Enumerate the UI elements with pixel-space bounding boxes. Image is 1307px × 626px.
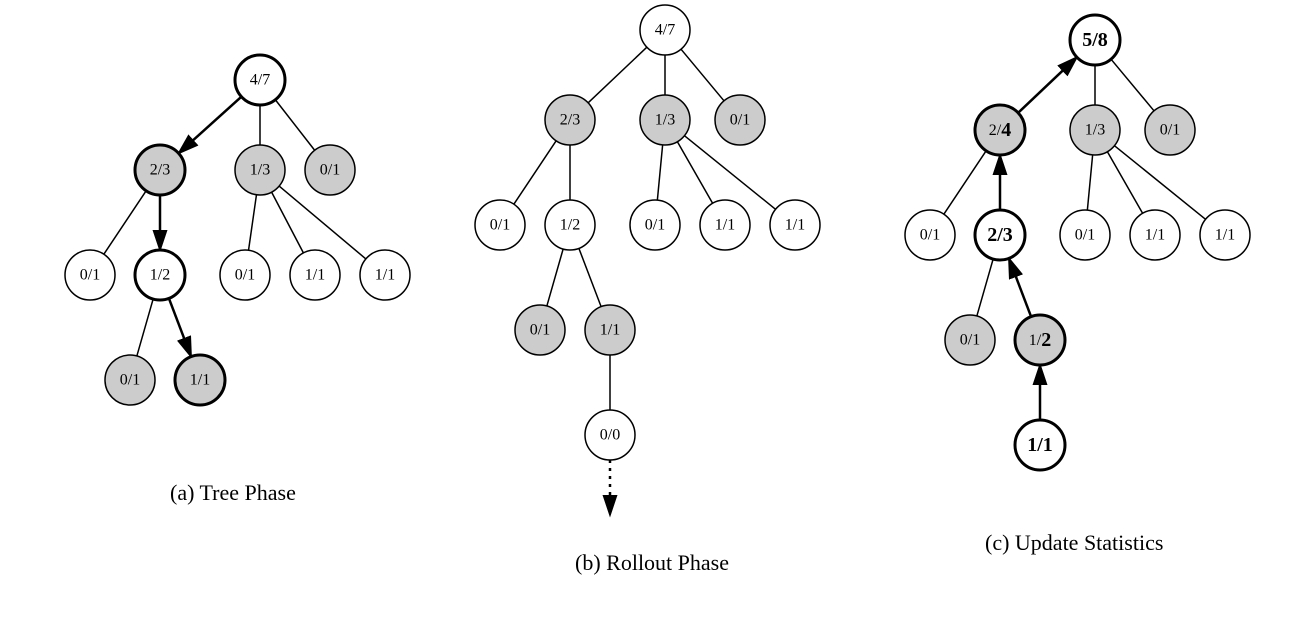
update-statistics-panel: 5/8 2/4 1/3 0/1 0/1 2/3 0/1 1/1 1/1 0/1 1/2 1/1 (c) … xyxy=(870,10,1290,570)
node-label: 4/7 xyxy=(655,22,675,39)
tree-edge xyxy=(1087,155,1092,210)
node-label: 1/1 xyxy=(1145,227,1165,244)
node-label: 0/1 xyxy=(960,332,980,349)
node-label: 1/1 xyxy=(190,372,210,389)
node-label: 1/2 xyxy=(560,217,580,234)
node-label: 2/3 xyxy=(560,112,580,129)
node-label: 0/1 xyxy=(320,162,340,179)
node-label: 0/1 xyxy=(1160,122,1180,139)
node-label: 1/1 xyxy=(715,217,735,234)
node-label: 1/3 xyxy=(655,112,675,129)
tree-edge xyxy=(272,192,304,253)
tree-edge xyxy=(249,195,257,251)
node-label: 5/8 xyxy=(1082,29,1108,51)
tree-edge xyxy=(137,299,153,356)
panel-caption: (b) Rollout Phase xyxy=(575,550,729,576)
tree-edge xyxy=(681,49,724,101)
node-label: 1/1 xyxy=(1027,434,1053,456)
tree-edge xyxy=(657,145,662,200)
node-label: 4/7 xyxy=(250,72,270,89)
tree-edge xyxy=(1111,59,1154,111)
node-label: 0/1 xyxy=(235,267,255,284)
tree-edge xyxy=(169,298,191,356)
tree-svg: 5/8 2/4 1/3 0/1 0/1 2/3 0/1 1/1 1/1 0/1 1/2 1/1 xyxy=(870,10,1290,520)
tree-edge xyxy=(579,248,601,306)
node-label: 0/1 xyxy=(730,112,750,129)
tree-svg: 4/7 2/3 1/3 0/1 0/1 1/2 0/1 1/1 1/1 0/1 1/1 xyxy=(20,50,440,470)
node-label: 1/1 xyxy=(785,217,805,234)
node-label: 1/2 xyxy=(1029,329,1051,351)
node-label: 0/1 xyxy=(120,372,140,389)
tree-edge xyxy=(677,142,712,204)
diagram-container: 4/7 2/3 1/3 0/1 0/1 1/2 0/1 1/1 1/1 0/1 1/1 (a) Tre… xyxy=(0,0,1307,626)
tree-edge xyxy=(514,141,556,204)
tree-phase-panel: 4/7 2/3 1/3 0/1 0/1 1/2 0/1 1/1 1/1 0/1 1/1 (a) Tre… xyxy=(20,50,440,530)
node-label: 2/3 xyxy=(987,224,1013,246)
tree-edge xyxy=(279,186,366,259)
tree-edge xyxy=(547,249,563,306)
tree-edge xyxy=(1107,152,1142,214)
tree-edge xyxy=(588,47,647,103)
node-label: 1/1 xyxy=(600,322,620,339)
tree-edge xyxy=(1114,146,1205,220)
tree-edge xyxy=(684,136,775,210)
node-label: 1/1 xyxy=(1215,227,1235,244)
tree-svg: 4/7 2/3 1/3 0/1 0/1 1/2 0/1 1/1 1/1 0/1 1/1 0/0 xyxy=(440,0,860,540)
tree-edge xyxy=(1018,57,1077,113)
tree-edge xyxy=(944,151,986,214)
tree-edge xyxy=(1009,258,1031,316)
tree-edge xyxy=(977,259,993,316)
tree-edge xyxy=(104,191,146,254)
node-label: 0/1 xyxy=(645,217,665,234)
node-label: 1/2 xyxy=(150,267,170,284)
panel-caption: (c) Update Statistics xyxy=(985,530,1163,556)
node-label: 0/1 xyxy=(80,267,100,284)
node-label: 1/3 xyxy=(250,162,270,179)
node-label: 2/3 xyxy=(150,162,170,179)
node-label: 0/1 xyxy=(530,322,550,339)
node-label: 2/4 xyxy=(989,119,1011,141)
rollout-phase-panel: 4/7 2/3 1/3 0/1 0/1 1/2 0/1 1/1 1/1 0/1 1/1 0/0 (b) … xyxy=(440,0,860,580)
node-label: 0/1 xyxy=(490,217,510,234)
node-label: 1/3 xyxy=(1085,122,1105,139)
node-label: 0/1 xyxy=(1075,227,1095,244)
node-label: 0/1 xyxy=(920,227,940,244)
tree-edge xyxy=(179,97,242,154)
node-label: 1/1 xyxy=(375,267,395,284)
node-label: 1/1 xyxy=(305,267,325,284)
panel-caption: (a) Tree Phase xyxy=(170,480,296,506)
tree-edge xyxy=(275,100,314,151)
node-label: 0/0 xyxy=(600,427,620,444)
